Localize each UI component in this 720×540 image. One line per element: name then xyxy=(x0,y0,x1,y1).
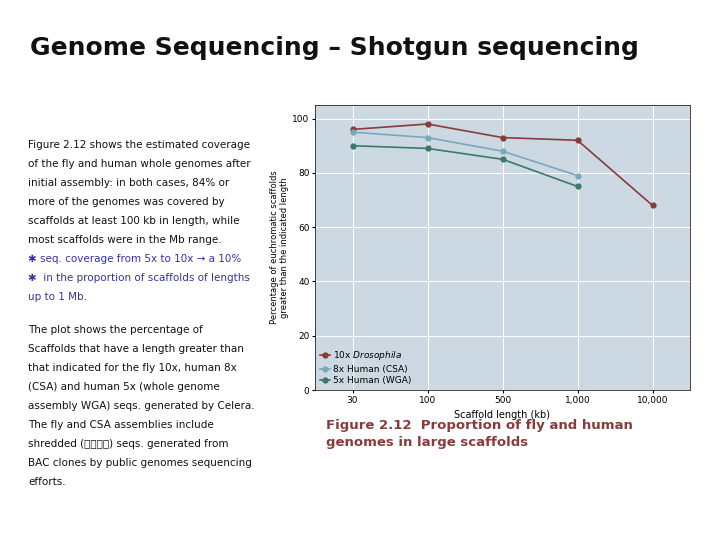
Text: The fly and CSA assemblies include: The fly and CSA assemblies include xyxy=(28,420,214,430)
Text: Figure 2.12  Proportion of fly and human
genomes in large scaffolds: Figure 2.12 Proportion of fly and human … xyxy=(326,419,633,449)
Text: Scaffolds that have a length greater than: Scaffolds that have a length greater tha… xyxy=(28,344,244,354)
Text: The plot shows the percentage of: The plot shows the percentage of xyxy=(28,325,203,335)
Text: of the fly and human whole genomes after: of the fly and human whole genomes after xyxy=(28,159,251,169)
Text: Genome Sequencing – Shotgun sequencing: Genome Sequencing – Shotgun sequencing xyxy=(30,36,639,60)
Text: ✱ seq. coverage from 5x to 10x → a 10%: ✱ seq. coverage from 5x to 10x → a 10% xyxy=(28,254,241,264)
X-axis label: Scaffold length (kb): Scaffold length (kb) xyxy=(454,410,551,420)
Text: up to 1 Mb.: up to 1 Mb. xyxy=(28,292,87,302)
Text: efforts.: efforts. xyxy=(28,477,66,487)
Text: ✱  in the proportion of scaffolds of lengths: ✱ in the proportion of scaffolds of leng… xyxy=(28,273,250,283)
Text: assembly WGA) seqs. generated by Celera.: assembly WGA) seqs. generated by Celera. xyxy=(28,401,255,411)
Text: more of the genomes was covered by: more of the genomes was covered by xyxy=(28,197,225,207)
Y-axis label: Percentage of euchromatic scaffolds
greater than the indicated length: Percentage of euchromatic scaffolds grea… xyxy=(270,171,289,325)
Text: Figure 2.12 shows the estimated coverage: Figure 2.12 shows the estimated coverage xyxy=(28,140,250,150)
Text: BAC clones by public genomes sequencing: BAC clones by public genomes sequencing xyxy=(28,458,252,468)
Text: initial assembly: in both cases, 84% or: initial assembly: in both cases, 84% or xyxy=(28,178,229,188)
Legend: 10x $\it{Drosophila}$, 8x Human (CSA), 5x Human (WGA): 10x $\it{Drosophila}$, 8x Human (CSA), 5… xyxy=(320,349,411,386)
Text: scaffolds at least 100 kb in length, while: scaffolds at least 100 kb in length, whi… xyxy=(28,216,240,226)
Text: (CSA) and human 5x (whole genome: (CSA) and human 5x (whole genome xyxy=(28,382,220,392)
Text: shredded (拆成碎片) seqs. generated from: shredded (拆成碎片) seqs. generated from xyxy=(28,439,228,449)
Text: that indicated for the fly 10x, human 8x: that indicated for the fly 10x, human 8x xyxy=(28,363,237,373)
Text: most scaffolds were in the Mb range.: most scaffolds were in the Mb range. xyxy=(28,235,222,245)
